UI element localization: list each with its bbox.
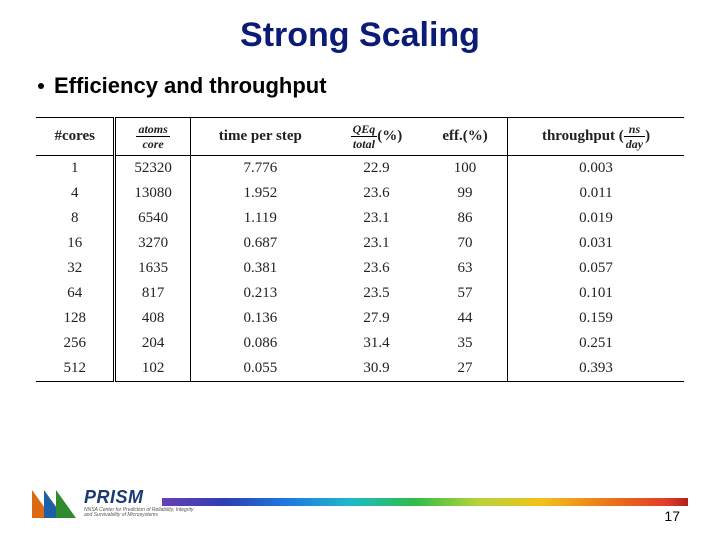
cell-throughput: 0.003 (508, 156, 684, 182)
col-header-time-per-step: time per step (190, 118, 330, 156)
logo-subtitle: NNSA Center for Prediction of Reliabilit… (84, 508, 194, 519)
col-header-atoms-per-core: atoms core (115, 118, 190, 156)
cell-cores: 1 (36, 156, 115, 182)
table-row: 3216350.38123.6630.057 (36, 256, 684, 281)
cell-cores: 4 (36, 181, 115, 206)
cell-eff: 70 (423, 231, 508, 256)
cell-tps: 1.952 (190, 181, 330, 206)
cell-qeq: 22.9 (330, 156, 423, 182)
cell-tps: 0.055 (190, 356, 330, 382)
table-row: 4130801.95223.6990.011 (36, 181, 684, 206)
cell-atoms: 102 (115, 356, 190, 382)
bullet-dot-icon (38, 83, 44, 89)
cell-cores: 64 (36, 281, 115, 306)
cell-cores: 256 (36, 331, 115, 356)
frac-ns-day-icon: ns day (624, 123, 645, 150)
header-prefix: throughput (542, 128, 619, 144)
table-row: 648170.21323.5570.101 (36, 281, 684, 306)
table-row: 1284080.13627.9440.159 (36, 306, 684, 331)
col-header-eff-pct: eff.(%) (423, 118, 508, 156)
cell-throughput: 0.031 (508, 231, 684, 256)
cell-qeq: 23.6 (330, 256, 423, 281)
table-wrap: #cores atoms core time per step QEq tota… (32, 117, 688, 382)
cell-throughput: 0.393 (508, 356, 684, 382)
slide-title: Strong Scaling (32, 16, 688, 55)
cell-tps: 1.119 (190, 206, 330, 231)
table-row: 1632700.68723.1700.031 (36, 231, 684, 256)
cell-eff: 57 (423, 281, 508, 306)
footer: PRISM NNSA Center for Prediction of Reli… (32, 472, 688, 518)
cell-atoms: 6540 (115, 206, 190, 231)
cell-cores: 16 (36, 231, 115, 256)
cell-tps: 7.776 (190, 156, 330, 182)
cell-tps: 0.136 (190, 306, 330, 331)
cell-atoms: 13080 (115, 181, 190, 206)
cell-qeq: 31.4 (330, 331, 423, 356)
cell-qeq: 23.5 (330, 281, 423, 306)
cell-throughput: 0.011 (508, 181, 684, 206)
cell-qeq: 23.6 (330, 181, 423, 206)
frac-num: QEq (351, 123, 378, 137)
cell-eff: 44 (423, 306, 508, 331)
cell-qeq: 23.1 (330, 206, 423, 231)
bullet-text: Efficiency and throughput (54, 73, 327, 99)
cell-qeq: 27.9 (330, 306, 423, 331)
cell-tps: 0.213 (190, 281, 330, 306)
rainbow-bar-icon (162, 498, 688, 506)
table-row: 865401.11923.1860.019 (36, 206, 684, 231)
cell-cores: 8 (36, 206, 115, 231)
frac-num: ns (624, 123, 645, 137)
cell-tps: 0.381 (190, 256, 330, 281)
cell-atoms: 204 (115, 331, 190, 356)
cell-atoms: 3270 (115, 231, 190, 256)
cell-atoms: 52320 (115, 156, 190, 182)
frac-num: atoms (136, 123, 169, 137)
table-row: 1523207.77622.91000.003 (36, 156, 684, 182)
cell-eff: 86 (423, 206, 508, 231)
cell-atoms: 408 (115, 306, 190, 331)
cell-atoms: 817 (115, 281, 190, 306)
header-suffix: (%) (377, 128, 402, 144)
cell-tps: 0.086 (190, 331, 330, 356)
col-header-cores: #cores (36, 118, 115, 156)
cell-cores: 32 (36, 256, 115, 281)
frac-den: core (136, 137, 169, 150)
cell-throughput: 0.159 (508, 306, 684, 331)
cell-throughput: 0.019 (508, 206, 684, 231)
cell-throughput: 0.101 (508, 281, 684, 306)
cell-throughput: 0.057 (508, 256, 684, 281)
scaling-table: #cores atoms core time per step QEq tota… (36, 117, 684, 382)
table-row: 2562040.08631.4350.251 (36, 331, 684, 356)
cell-eff: 99 (423, 181, 508, 206)
logo-triangle-icon (56, 490, 76, 518)
table-body: 1523207.77622.91000.0034130801.95223.699… (36, 156, 684, 382)
table-header-row: #cores atoms core time per step QEq tota… (36, 118, 684, 156)
cell-eff: 100 (423, 156, 508, 182)
cell-cores: 128 (36, 306, 115, 331)
cell-qeq: 30.9 (330, 356, 423, 382)
slide: Strong Scaling Efficiency and throughput… (0, 0, 720, 540)
col-header-qeq-pct: QEq total (%) (330, 118, 423, 156)
cell-eff: 63 (423, 256, 508, 281)
cell-eff: 35 (423, 331, 508, 356)
frac-atoms-core-icon: atoms core (136, 123, 169, 150)
cell-atoms: 1635 (115, 256, 190, 281)
frac-qeq-total-icon: QEq total (351, 123, 378, 150)
bullet-row: Efficiency and throughput (32, 73, 688, 99)
cell-cores: 512 (36, 356, 115, 382)
cell-eff: 27 (423, 356, 508, 382)
col-header-throughput: throughput ( ns day ) (508, 118, 684, 156)
cell-tps: 0.687 (190, 231, 330, 256)
cell-throughput: 0.251 (508, 331, 684, 356)
table-row: 5121020.05530.9270.393 (36, 356, 684, 382)
cell-qeq: 23.1 (330, 231, 423, 256)
frac-den: total (351, 137, 378, 150)
page-number: 17 (664, 508, 680, 524)
frac-den: day (624, 137, 645, 150)
